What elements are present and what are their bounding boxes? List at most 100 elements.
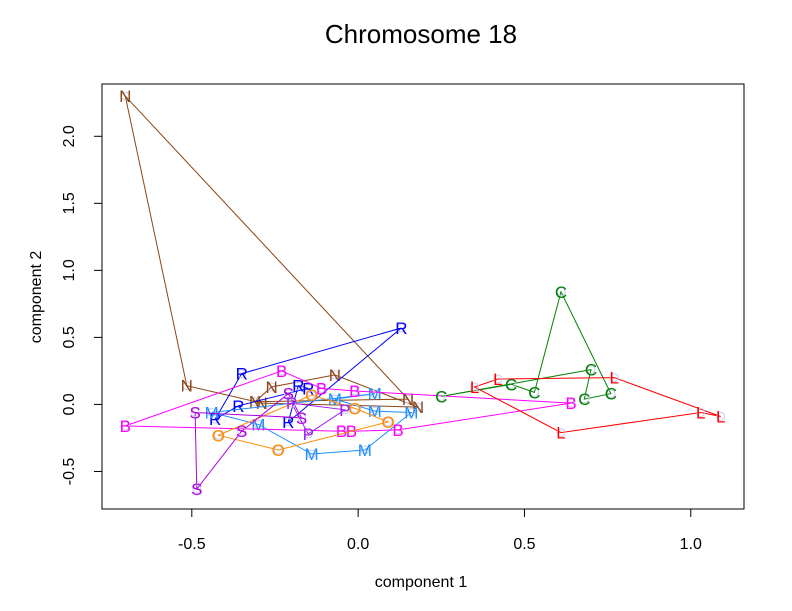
data-point-marker [716, 411, 726, 421]
data-point-label: S [296, 409, 307, 428]
data-point-marker [579, 394, 589, 404]
y-tick-label: 2.0 [61, 125, 78, 147]
data-point-label: B [316, 379, 327, 398]
plot-frame [101, 83, 745, 510]
data-point-label: B [349, 382, 360, 401]
data-point-label: R [395, 319, 407, 338]
data-point-label: R [292, 377, 304, 396]
series-line-O [216, 394, 390, 451]
data-point-marker [393, 425, 403, 435]
x-tick-label: 0.5 [513, 536, 535, 553]
data-point-label: M [304, 445, 318, 464]
data-point-marker [287, 398, 297, 408]
series-line-N [124, 94, 419, 408]
data-point-marker [696, 407, 706, 417]
data-point-marker [250, 397, 260, 407]
data-point-label: C [605, 385, 617, 404]
data-point-label: S [189, 403, 200, 422]
data-point-label: C [505, 375, 517, 394]
data-point-marker [330, 394, 340, 404]
x-tick-label: 0.0 [347, 536, 369, 553]
data-point-marker [273, 445, 283, 455]
data-point-marker [606, 389, 616, 399]
data-point-label: B [392, 421, 403, 440]
data-point-marker [267, 382, 277, 392]
data-point-label: N [266, 378, 278, 397]
data-point-label: C [435, 387, 447, 406]
data-point-marker [307, 390, 317, 400]
x-tick-label: 1.0 [680, 536, 702, 553]
data-point-marker [370, 389, 380, 399]
data-point-marker [120, 91, 130, 101]
data-point-marker [317, 383, 327, 393]
data-point-label: L [493, 370, 502, 389]
data-point-marker [383, 417, 393, 427]
data-point-marker [307, 449, 317, 459]
y-axis-label: component 2 [28, 251, 45, 344]
data-point-marker [370, 406, 380, 416]
data-point-label: R [282, 413, 294, 432]
data-point-marker [337, 426, 347, 436]
data-point-label: B [336, 422, 347, 441]
data-point-marker [293, 381, 303, 391]
data-point-label: N [119, 87, 131, 106]
data-point-label: S [283, 385, 294, 404]
data-point-label: M [368, 385, 382, 404]
data-point-marker [403, 394, 413, 404]
y-tick-label: 1.5 [61, 192, 78, 214]
series-O: O O O O O [212, 386, 395, 460]
y-axis: -0.5 0.0 0.5 1.0 1.5 2.0 [61, 125, 102, 485]
y-tick-label: 0.0 [61, 393, 78, 415]
data-point-label: M [358, 441, 372, 460]
data-point-label: M [368, 402, 382, 421]
data-point-marker [207, 407, 217, 417]
data-point-label: M [404, 403, 418, 422]
data-point-label: C [528, 383, 540, 402]
data-point-label: O [348, 399, 361, 418]
data-point-label: R [232, 397, 244, 416]
data-point-marker [237, 426, 247, 436]
data-point-marker [350, 386, 360, 396]
data-point-label: L [716, 407, 725, 426]
data-point-marker [609, 373, 619, 383]
data-point-marker [283, 417, 293, 427]
data-point-marker [237, 369, 247, 379]
data-point-marker [406, 407, 416, 417]
data-point-label: L [470, 378, 479, 397]
data-point-marker [340, 405, 350, 415]
data-point-label: O [305, 386, 318, 405]
data-point-label: S [236, 422, 247, 441]
x-axis-label: component 1 [375, 574, 468, 591]
y-tick-label: 1.0 [61, 259, 78, 281]
data-point-marker [493, 374, 503, 384]
data-point-marker [120, 421, 130, 431]
data-point-marker [396, 323, 406, 333]
data-point-label: L [610, 369, 619, 388]
data-point-label: S [191, 480, 202, 499]
series-line-L [473, 377, 721, 434]
data-point-label: M [328, 390, 342, 409]
data-point-marker [330, 370, 340, 380]
data-point-label: B [276, 362, 287, 381]
data-point-marker [413, 402, 423, 412]
data-point-marker [277, 366, 287, 376]
data-point-marker [192, 484, 202, 494]
data-point-label: C [578, 390, 590, 409]
data-point-marker [303, 429, 313, 439]
x-axis: -0.5 0.0 0.5 1.0 [178, 509, 702, 553]
data-point-label: N [329, 366, 341, 385]
data-point-label: L [696, 403, 705, 422]
data-point-marker [190, 407, 200, 417]
data-point-marker [506, 379, 516, 389]
data-point-label: L [556, 424, 565, 443]
series-line-M [211, 393, 413, 455]
data-point-marker [350, 403, 360, 413]
data-point-label: R [236, 365, 248, 384]
